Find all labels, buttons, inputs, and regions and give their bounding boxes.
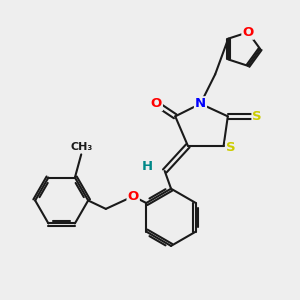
- Text: H: H: [142, 160, 153, 173]
- Text: O: O: [242, 26, 253, 39]
- Text: O: O: [151, 97, 162, 110]
- Text: CH₃: CH₃: [70, 142, 92, 152]
- Text: O: O: [128, 190, 139, 203]
- Text: S: S: [226, 141, 236, 154]
- Text: N: N: [195, 97, 206, 110]
- Text: S: S: [252, 110, 262, 123]
